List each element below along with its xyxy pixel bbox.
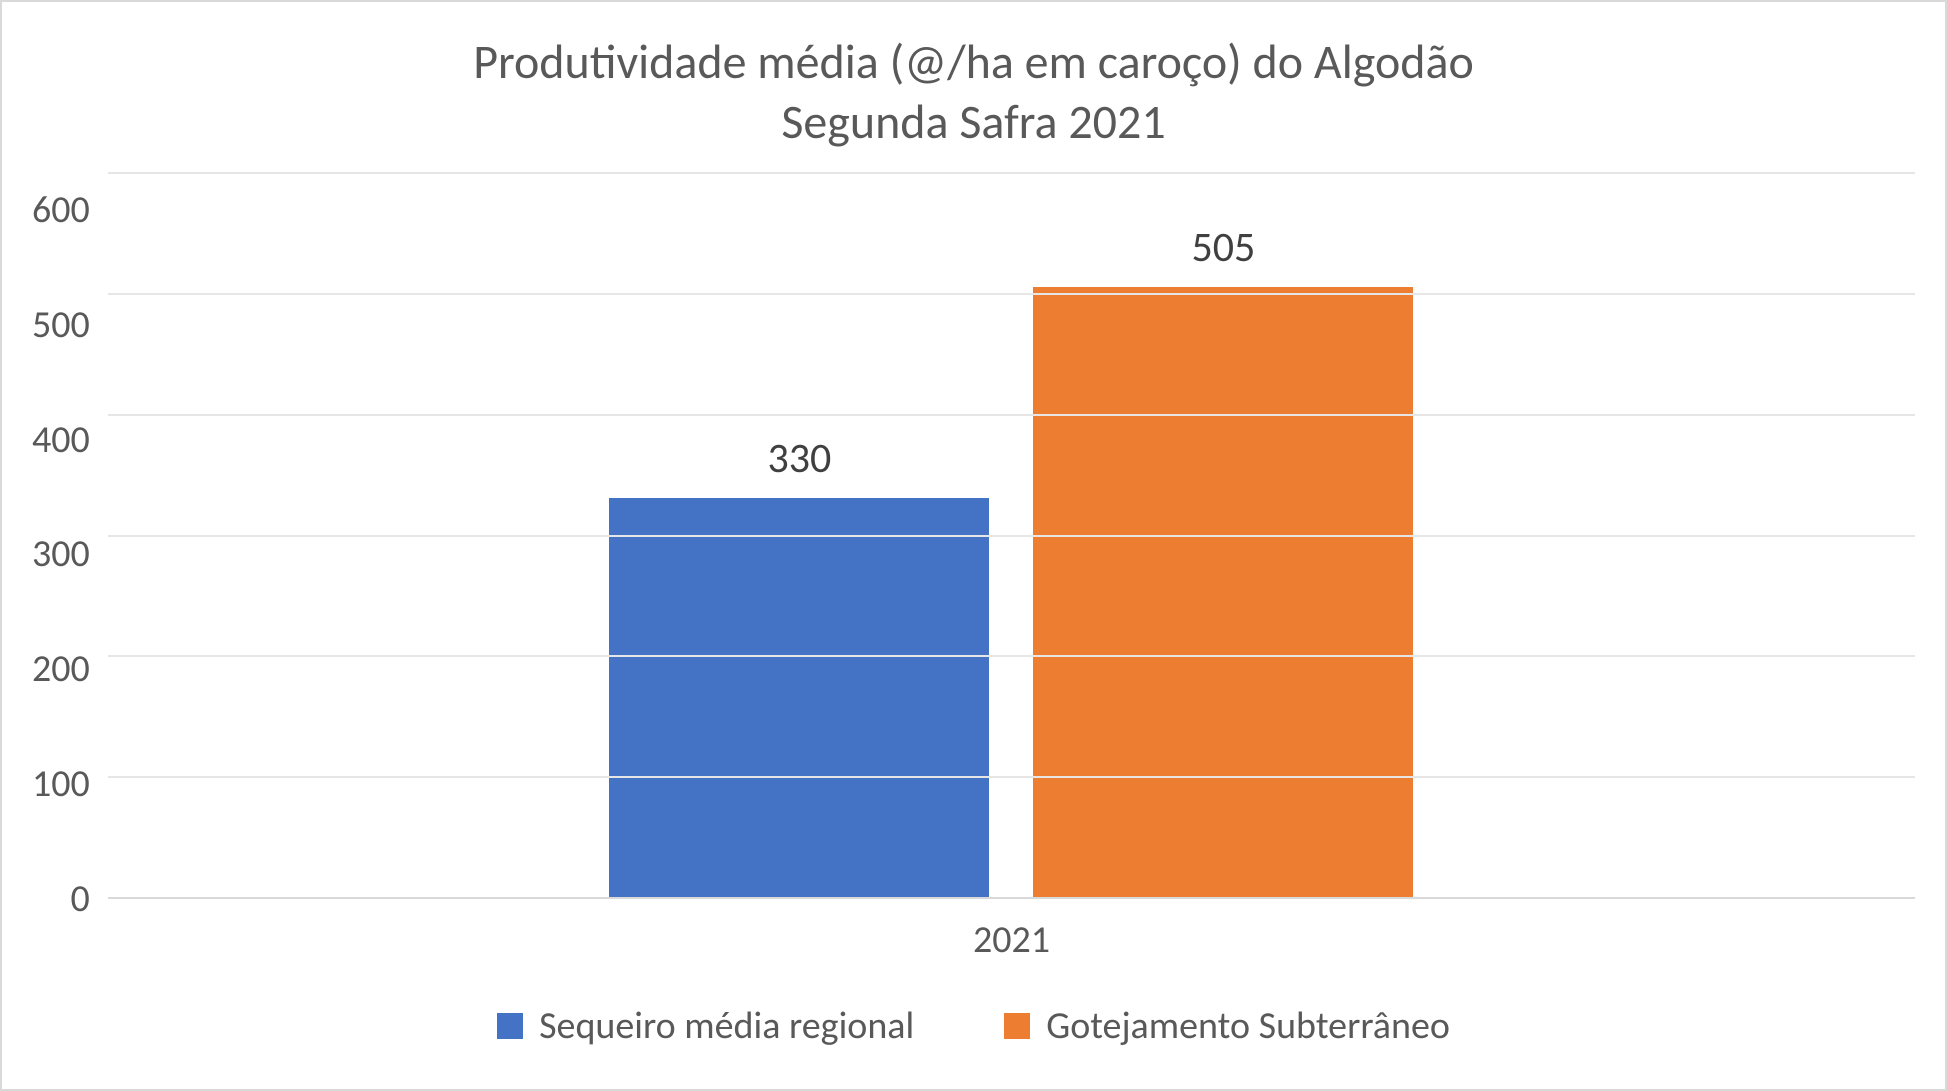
chart-title-line2: Segunda Safra 2021 (781, 92, 1165, 151)
y-tick-label: 0 (71, 880, 90, 918)
bar (1033, 287, 1413, 897)
gridline (108, 293, 1915, 295)
legend-swatch-icon (1004, 1013, 1030, 1039)
y-tick-label: 400 (32, 421, 90, 459)
y-tick-label: 300 (32, 535, 90, 573)
y-tick-label: 200 (32, 650, 90, 688)
legend: Sequeiro média regional Gotejamento Subte… (32, 963, 1915, 1069)
legend-item: Sequeiro média regional (497, 1003, 914, 1049)
chart-container: Produtividade média (@/ha em caroço) do … (0, 0, 1947, 1091)
gridline (108, 776, 1915, 778)
plot-area: 330505 (108, 172, 1915, 899)
gridline (108, 414, 1915, 416)
y-tick-label: 600 (32, 191, 90, 229)
x-axis-row: 2021 (32, 899, 1915, 963)
y-tick-label: 500 (32, 306, 90, 344)
bar-container: 330 (609, 498, 989, 897)
gridline (108, 172, 1915, 174)
bar (609, 498, 989, 897)
x-axis-label: 2021 (108, 899, 1915, 963)
plot-row: 6005004003002001000 330505 (32, 172, 1915, 899)
bar-value-label: 330 (767, 433, 831, 484)
gridline (108, 655, 1915, 657)
legend-item: Gotejamento Subterrâneo (1004, 1003, 1450, 1049)
y-axis: 6005004003002001000 (32, 172, 108, 899)
legend-label: Gotejamento Subterrâneo (1046, 1003, 1450, 1049)
legend-swatch-icon (497, 1013, 523, 1039)
bar-container: 505 (1033, 287, 1413, 897)
bar-value-label: 505 (1191, 222, 1255, 273)
y-tick-label: 100 (32, 765, 90, 803)
gridline (108, 535, 1915, 537)
chart-title-line1: Produtividade média (@/ha em caroço) do … (473, 32, 1474, 91)
chart-title: Produtividade média (@/ha em caroço) do … (32, 32, 1915, 152)
legend-label: Sequeiro média regional (539, 1003, 914, 1049)
